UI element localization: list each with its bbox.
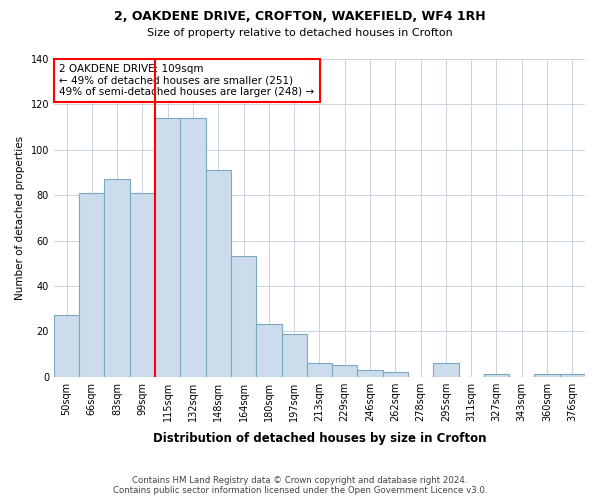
X-axis label: Distribution of detached houses by size in Crofton: Distribution of detached houses by size …: [153, 432, 486, 445]
Bar: [206, 170, 231, 376]
Bar: [484, 374, 509, 376]
Text: Contains HM Land Registry data © Crown copyright and database right 2024.
Contai: Contains HM Land Registry data © Crown c…: [113, 476, 487, 495]
Bar: [307, 363, 332, 376]
Bar: [332, 366, 358, 376]
Y-axis label: Number of detached properties: Number of detached properties: [15, 136, 25, 300]
Text: 2, OAKDENE DRIVE, CROFTON, WAKEFIELD, WF4 1RH: 2, OAKDENE DRIVE, CROFTON, WAKEFIELD, WF…: [114, 10, 486, 23]
Bar: [560, 374, 585, 376]
Bar: [358, 370, 383, 376]
Bar: [181, 118, 206, 376]
Bar: [54, 316, 79, 376]
Text: Size of property relative to detached houses in Crofton: Size of property relative to detached ho…: [147, 28, 453, 38]
Bar: [535, 374, 560, 376]
Bar: [433, 363, 458, 376]
Text: 2 OAKDENE DRIVE: 109sqm
← 49% of detached houses are smaller (251)
49% of semi-d: 2 OAKDENE DRIVE: 109sqm ← 49% of detache…: [59, 64, 314, 97]
Bar: [104, 180, 130, 376]
Bar: [383, 372, 408, 376]
Bar: [130, 193, 155, 376]
Bar: [231, 256, 256, 376]
Bar: [155, 118, 181, 376]
Bar: [79, 193, 104, 376]
Bar: [256, 324, 281, 376]
Bar: [281, 334, 307, 376]
